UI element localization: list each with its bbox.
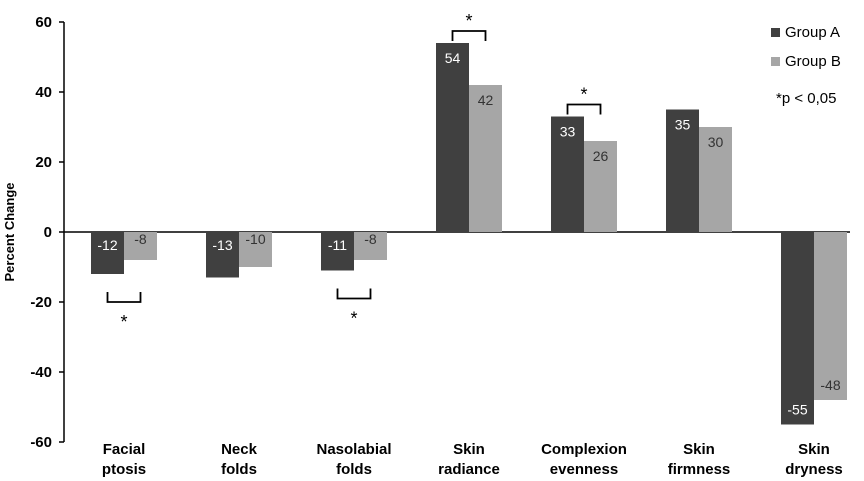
bar-group-b bbox=[584, 141, 617, 232]
x-tick-label: Neck folds bbox=[221, 441, 258, 478]
y-tick-label: -40 bbox=[30, 364, 52, 381]
y-axis-label: Percent Change bbox=[2, 183, 17, 282]
bar-group-b bbox=[124, 232, 157, 260]
bar-group-a bbox=[91, 232, 124, 274]
legend: Group A Group B *p < 0,05 bbox=[771, 24, 841, 107]
bar-value-label: -48 bbox=[820, 377, 840, 393]
bars bbox=[91, 43, 847, 425]
bar-group-b bbox=[354, 232, 387, 260]
y-tick-label: -60 bbox=[30, 434, 52, 451]
y-tick-label: 40 bbox=[35, 84, 52, 101]
significance-star: * bbox=[465, 11, 472, 31]
legend-label: Group A bbox=[785, 24, 840, 41]
bar-value-label: -8 bbox=[364, 231, 377, 247]
bar-group-a bbox=[781, 232, 814, 425]
bar-value-label: 26 bbox=[593, 148, 609, 164]
bar-value-label: 54 bbox=[445, 50, 461, 66]
bar-value-label: 42 bbox=[478, 92, 494, 108]
x-tick-label: Facial ptosis bbox=[102, 441, 146, 478]
bar-value-label: -55 bbox=[787, 402, 807, 418]
bar-group-a bbox=[436, 43, 469, 232]
bar-value-labels: -12 -13 -11 54 33 35 -55 -8 -10 -8 42 26 30 -48 bbox=[97, 50, 840, 418]
x-tick-label: Skin radiance bbox=[438, 441, 500, 478]
significance-bracket bbox=[336, 288, 372, 300]
significance-brackets: * * * * bbox=[106, 11, 602, 332]
bar-group-b bbox=[699, 127, 732, 232]
significance-star: * bbox=[350, 309, 357, 329]
legend-label: Group B bbox=[785, 53, 841, 70]
bar-value-label: 30 bbox=[708, 134, 724, 150]
bar-value-label: 35 bbox=[675, 117, 691, 133]
x-tick-label: Nasolabial folds bbox=[316, 441, 391, 478]
x-tick-labels: Facial ptosis Neck folds Nasolabial folds Skin… bbox=[102, 441, 843, 478]
y-tick-label: 20 bbox=[35, 154, 52, 171]
legend-swatch bbox=[771, 28, 780, 37]
x-tick-label: Skin dryness bbox=[785, 441, 843, 478]
y-axis-title: Percent Change bbox=[2, 183, 17, 282]
bar-value-label: -13 bbox=[212, 237, 232, 253]
bar-group-a bbox=[551, 116, 584, 232]
bar-group-b bbox=[239, 232, 272, 267]
bar-group-a bbox=[206, 232, 239, 278]
bar-value-label: -11 bbox=[328, 237, 347, 253]
significance-note: *p < 0,05 bbox=[776, 90, 836, 107]
y-tick-label: 60 bbox=[35, 14, 52, 31]
significance-star: * bbox=[580, 85, 587, 105]
bar-value-label: -12 bbox=[97, 237, 117, 253]
y-tick-label: 0 bbox=[44, 224, 52, 241]
bar-value-label: -8 bbox=[134, 231, 147, 247]
bar-group-b bbox=[814, 232, 847, 400]
bar-group-a bbox=[666, 109, 699, 232]
bar-group-a bbox=[321, 232, 354, 271]
significance-bracket bbox=[106, 292, 142, 303]
significance-star: * bbox=[120, 312, 127, 332]
x-tick-label: Complexion evenness bbox=[541, 441, 627, 478]
significance-bracket bbox=[451, 30, 487, 41]
bar-value-label: 33 bbox=[560, 124, 576, 140]
x-tick-label: Skin firmness bbox=[668, 441, 731, 478]
bar-value-label: -10 bbox=[245, 231, 265, 247]
significance-bracket bbox=[566, 103, 602, 115]
y-tick-label: -20 bbox=[30, 294, 52, 311]
bar-group-b bbox=[469, 85, 502, 232]
legend-swatch bbox=[771, 57, 780, 66]
